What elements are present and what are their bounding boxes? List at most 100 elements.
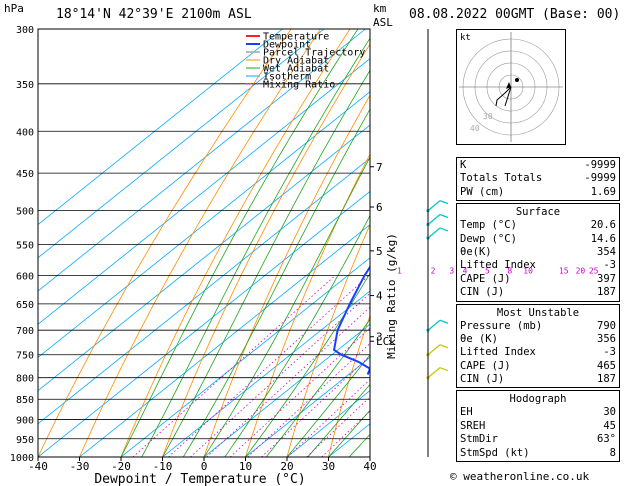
unstable-box: Most Unstable Pressure (mb) 790 θe (K) 356…: [456, 303, 620, 389]
dry-adiabat-line: [38, 29, 292, 457]
wind-barb: [427, 344, 441, 356]
x-tick-40: 40: [363, 460, 376, 473]
wind-barb: [427, 227, 441, 239]
pressure-tick-450: 450: [16, 169, 34, 180]
copyright-link[interactable]: © weatheronline.co.uk: [450, 470, 590, 483]
pressure-tick-750: 750: [16, 351, 34, 362]
hodograph-ring-label-30: 30: [483, 112, 493, 121]
wet-adiabat-line: [328, 409, 370, 457]
pressure-tick-900: 900: [16, 416, 34, 427]
hodograph-row-stmdir: StmDir 63°: [460, 433, 616, 446]
dewpoint-profile: [333, 265, 370, 375]
hodograph-box: Hodograph EH 30 SREH 45 StmDir 63° StmSpd (…: [456, 390, 620, 463]
x-tick--40: -40: [28, 460, 48, 473]
unstable-row-li: Lifted Index -3: [460, 346, 616, 359]
dry-adiabat-line: [328, 314, 370, 457]
mixing-ratio-label-1: 1: [397, 266, 402, 275]
isotherm-line: [38, 29, 325, 259]
legend-label-4: Wet Adiabat: [263, 64, 329, 75]
asl-axis-unit: ASL: [373, 16, 393, 29]
mixing-ratio-axis-label: Mixing Ratio (g/kg): [385, 233, 398, 359]
hodograph-storm-motion-dot: [515, 78, 519, 82]
pressure-tick-950: 950: [16, 435, 34, 446]
wind-barb-flag: [439, 199, 449, 205]
x-tick-10: 10: [239, 460, 252, 473]
pressure-tick-1000: 1000: [10, 453, 34, 464]
wind-barb: [427, 319, 441, 331]
mixing-ratio-label-8: 8: [507, 266, 512, 275]
pressure-tick-850: 850: [16, 395, 34, 406]
mixing-ratio-label-5: 5: [485, 266, 490, 275]
legend-label-1: Dewpoint: [263, 40, 311, 51]
surface-title: Surface: [515, 206, 561, 219]
surface-row-thetae: θe(K) 354: [460, 245, 616, 258]
x-tick-30: 30: [322, 460, 335, 473]
wet-adiabat-line: [203, 156, 370, 457]
legend-label-2: Parcel Trajectory: [263, 48, 365, 59]
index-row-totals: Totals Totals -9999: [460, 172, 616, 185]
mixing-ratio-label-10: 10: [523, 266, 533, 275]
pressure-tick-600: 600: [16, 271, 34, 282]
pressure-tick-700: 700: [16, 326, 34, 337]
km-tick-6: 6: [376, 201, 383, 214]
x-axis-label: Dewpoint / Temperature (°C): [94, 472, 305, 486]
x-tick--30: -30: [70, 460, 90, 473]
x-tick-20: 20: [280, 460, 293, 473]
surface-row-dewp: Dewp (°C) 14.6: [460, 232, 616, 245]
legend-label-0: Temperature: [263, 32, 329, 43]
wet-adiabat-line: [265, 318, 370, 457]
hpa-axis-unit: hPa: [4, 2, 24, 15]
isotherm-line: [120, 257, 370, 457]
surface-row-li: Lifted Index -3: [460, 259, 616, 272]
wet-adiabat-line: [141, 37, 370, 457]
index-row-k: K -9999: [460, 159, 616, 171]
x-tick--10: -10: [153, 460, 173, 473]
unstable-row-pressure: Pressure (mb) 790: [460, 319, 616, 332]
isotherm-line: [38, 29, 366, 292]
isotherm-line: [162, 290, 370, 457]
legend-label-5: Isotherm: [263, 72, 311, 83]
wet-adiabat-line: [286, 354, 370, 457]
isotherm-line: [245, 356, 370, 457]
legend-label-6: Mixing Ratio: [263, 80, 335, 91]
km-tick-3: 3: [376, 331, 383, 344]
wind-barb-flag: [439, 344, 449, 349]
pressure-tick-800: 800: [16, 374, 34, 385]
wet-adiabat-line: [182, 108, 370, 457]
isotherm-line: [79, 224, 370, 457]
mixing-ratio-label-25: 25: [589, 266, 599, 275]
wind-barb-flag: [439, 367, 449, 372]
legend-label-3: Dry Adiabat: [263, 56, 329, 67]
hodograph-row-stmspd: StmSpd (kt) 8: [460, 446, 616, 459]
index-row-pw: PW (cm) 1.69: [460, 185, 616, 198]
isotherm-line: [38, 58, 370, 325]
hodograph-row-sreh: SREH 45: [460, 419, 616, 432]
x-tick--20: -20: [111, 460, 131, 473]
sounding-indices-table: K -9999 Totals Totals -9999 PW (cm) 1.69 Su…: [456, 157, 620, 464]
wind-barb-flag: [439, 319, 449, 324]
location-title: 18°14'N 42°39'E 2100m ASL: [56, 7, 252, 22]
plot-frame: [37, 28, 371, 458]
unstable-row-cape: CAPE (J) 465: [460, 359, 616, 372]
km-tick-5: 5: [376, 245, 383, 258]
isotherm-line: [38, 29, 283, 226]
mixing-ratio-label-2: 2: [431, 266, 436, 275]
surface-row-temp: Temp (°C) 20.6: [460, 219, 616, 232]
unstable-title: Most Unstable: [496, 306, 580, 319]
hodograph-row-eh: EH 30: [460, 406, 616, 419]
wind-barb: [427, 214, 441, 226]
mixing-ratio-line: [132, 275, 336, 457]
dry-adiabat-line: [619, 29, 629, 457]
isotherm-line: [38, 157, 370, 425]
hodograph: kt 40 30: [456, 29, 566, 145]
pressure-tick-550: 550: [16, 240, 34, 251]
hodograph-storm-vector: [504, 86, 512, 107]
wet-adiabat-line: [307, 383, 370, 457]
hodograph-title: Hodograph: [509, 393, 567, 406]
unstable-row-thetae: θe (K) 356: [460, 332, 616, 345]
mixing-ratio-label-3: 3: [449, 266, 454, 275]
hodograph-unit: kt: [460, 33, 471, 43]
mixing-ratio-line: [206, 306, 370, 457]
isotherm-line: [38, 190, 370, 457]
dry-adiabat-line: [245, 153, 370, 457]
